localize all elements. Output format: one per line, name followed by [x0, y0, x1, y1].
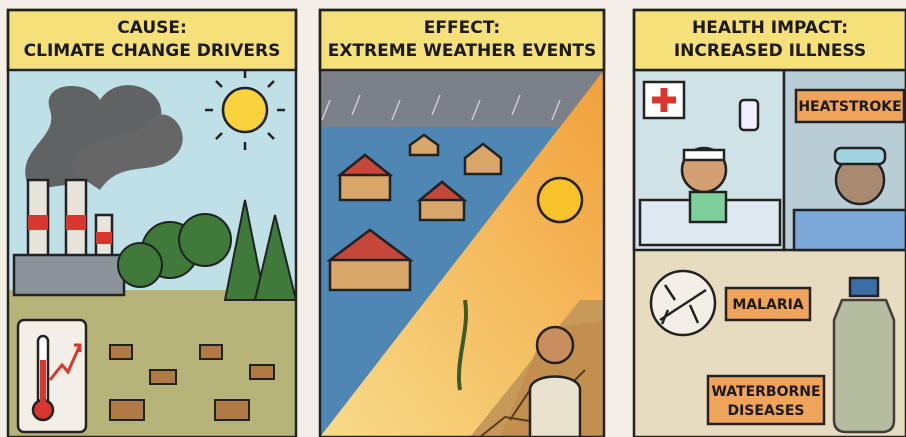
- page: {"panels": [ {"title": ["CAUSE:", "CLIMA…: [0, 0, 906, 437]
- comic: CAUSE: CLIMATE CHANGE DRIVERS: [0, 0, 906, 437]
- panel-cause: CAUSE: CLIMATE CHANGE DRIVERS: [8, 10, 296, 437]
- illness-label: WATERBORNE: [711, 384, 820, 400]
- panel-title: CLIMATE CHANGE DRIVERS: [24, 41, 281, 61]
- illness-label: DISEASES: [727, 403, 804, 419]
- panel-title: EFFECT:: [424, 18, 500, 38]
- illness-label: HEATSTROKE: [798, 99, 901, 115]
- illness-label: MALARIA: [732, 297, 804, 313]
- panel-effect: EFFECT: EXTREME WEATHER EVENTS: [320, 10, 604, 437]
- panel-health: HEATSTROKE MALARIA WATERBORNE DISEASES H…: [634, 10, 906, 437]
- panel-title: INCREASED ILLNESS: [674, 41, 866, 61]
- panel-title: EXTREME WEATHER EVENTS: [328, 41, 597, 61]
- panel-title: CAUSE:: [117, 18, 187, 38]
- panel-title: HEALTH IMPACT:: [692, 18, 848, 38]
